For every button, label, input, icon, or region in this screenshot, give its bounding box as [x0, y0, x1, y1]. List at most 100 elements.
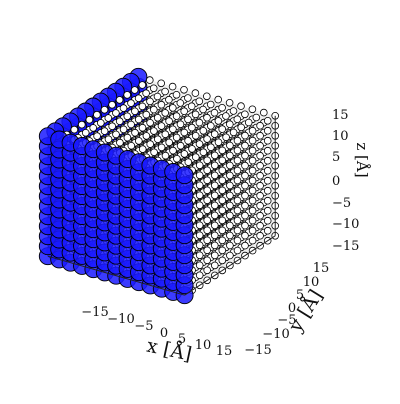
interior-atom [157, 122, 166, 130]
interior-atom [241, 221, 249, 230]
interior-atom [256, 141, 264, 150]
interior-atom [214, 138, 223, 147]
interior-atom [203, 113, 211, 122]
interior-atom [195, 161, 204, 170]
interior-atom [115, 117, 124, 125]
interior-atom [233, 196, 242, 205]
interior-atom [233, 236, 242, 245]
interior-atom [211, 191, 219, 200]
interior-atom [146, 119, 154, 127]
z-tick-label: 15 [332, 108, 349, 123]
interior-atom [127, 120, 135, 129]
interior-atom [211, 261, 219, 270]
interior-atom [256, 181, 264, 190]
interior-atom [203, 236, 212, 245]
interior-atom [154, 135, 162, 144]
interior-atom [241, 191, 249, 200]
interior-atom [180, 86, 188, 94]
interior-atom [203, 246, 212, 255]
interior-atom [108, 122, 116, 130]
interior-atom [203, 156, 212, 165]
interior-atom [226, 161, 234, 170]
interior-atom [226, 251, 234, 260]
interior-atom [135, 137, 143, 145]
interior-atom [248, 176, 257, 185]
interior-atom [153, 92, 162, 101]
y-tick-label: 5 [296, 288, 304, 303]
interior-atom [233, 206, 242, 215]
z-axis-label: z [Å] [353, 142, 371, 177]
interior-atom [149, 84, 158, 93]
interior-atom [203, 135, 211, 143]
interior-atom [211, 181, 219, 190]
interior-atom [248, 105, 257, 114]
interior-atom [211, 201, 219, 210]
interior-atom [191, 89, 200, 97]
interior-atom [199, 127, 208, 135]
interior-atom [199, 105, 207, 114]
interior-atom [165, 138, 174, 147]
interior-atom [211, 251, 219, 260]
interior-atom [226, 231, 234, 240]
interior-atom [127, 142, 136, 150]
interior-atom [150, 148, 158, 157]
interior-atom [241, 141, 249, 150]
interior-atom [211, 241, 219, 250]
interior-atom [123, 91, 131, 99]
interior-atom [211, 211, 219, 220]
interior-atom [203, 226, 212, 235]
interior-atom [157, 79, 166, 88]
interior-atom [191, 110, 200, 119]
interior-atom [89, 124, 97, 132]
interior-atom [146, 97, 154, 106]
interior-atom [146, 76, 154, 84]
interior-atom [195, 97, 204, 106]
interior-atom [176, 141, 185, 150]
interior-atom [226, 120, 234, 128]
interior-atom [233, 115, 242, 123]
interior-atom [176, 99, 185, 107]
interior-atom [195, 231, 204, 240]
interior-atom [233, 216, 242, 225]
surface-atom [175, 166, 194, 185]
interior-atom [184, 94, 192, 102]
interior-atom [226, 181, 234, 190]
x-axis-label: x [Å] [145, 335, 194, 366]
interior-atom [218, 125, 227, 133]
interior-atom [263, 196, 272, 205]
interior-atom [173, 155, 181, 163]
interior-atom [97, 119, 105, 127]
interior-atom [248, 206, 257, 215]
interior-atom [180, 107, 189, 115]
y-tick-label: 10 [303, 275, 320, 290]
interior-atom [203, 196, 212, 205]
interior-atom [256, 221, 264, 230]
interior-atom [119, 125, 128, 134]
interior-atom [195, 181, 204, 190]
interior-atom [241, 151, 249, 160]
interior-atom [195, 241, 204, 250]
interior-atom [176, 120, 185, 129]
interior-atom [233, 156, 242, 165]
interior-atom [214, 117, 223, 125]
interior-atom [256, 231, 264, 240]
interior-atom [188, 123, 196, 132]
interior-atom [263, 166, 272, 175]
interior-atom [168, 82, 177, 91]
y-tick-label: −5 [277, 313, 296, 328]
interior-atom [252, 113, 261, 122]
interior-atom [248, 236, 257, 245]
interior-atom [157, 143, 166, 152]
y-tick-label: 0 [288, 301, 296, 316]
interior-atom [81, 129, 90, 137]
interior-atom [195, 191, 204, 200]
interior-atom [138, 123, 147, 132]
interior-atom [226, 201, 234, 210]
interior-atom [203, 206, 212, 215]
y-tick-label: −15 [244, 343, 271, 358]
interior-atom [256, 121, 264, 130]
interior-atom [116, 138, 124, 147]
interior-atom [134, 115, 143, 124]
